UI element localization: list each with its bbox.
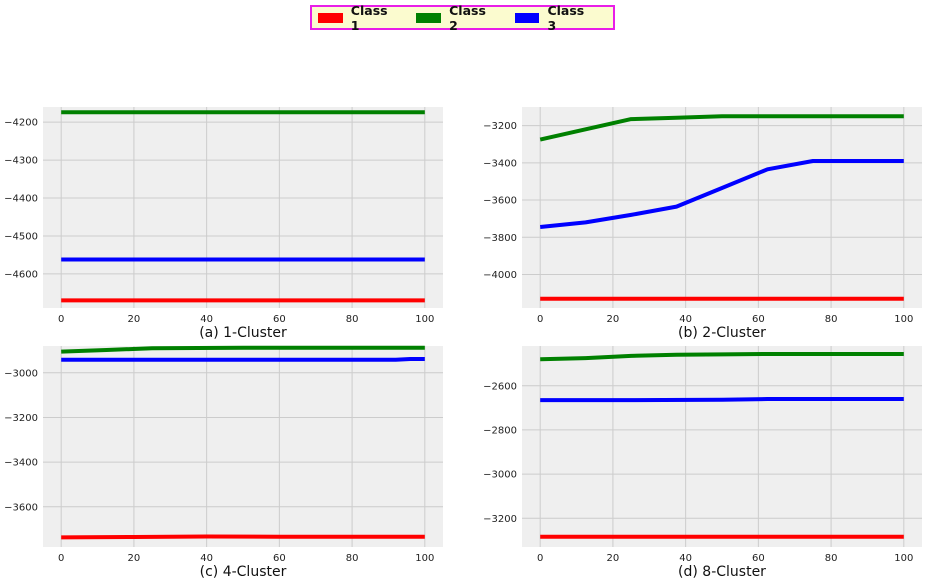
x-tick-label: 0 — [58, 314, 64, 325]
x-tick-label: 60 — [273, 314, 286, 325]
y-tick-label: −3000 — [4, 368, 38, 379]
y-tick-label: −4300 — [4, 156, 38, 167]
x-tick-label: 100 — [415, 553, 434, 564]
x-tick-label: 20 — [607, 553, 620, 564]
legend-item-class-2: Class 2 — [416, 3, 496, 33]
x-tick-label: 60 — [752, 553, 765, 564]
y-tick-label: −3400 — [4, 458, 38, 469]
chart-caption: (c) 4-Cluster — [200, 564, 287, 580]
y-tick-label: −3200 — [483, 514, 517, 525]
x-tick-label: 100 — [894, 553, 913, 564]
chart-caption: (b) 2-Cluster — [678, 325, 766, 341]
x-tick-label: 40 — [200, 553, 213, 564]
x-tick-label: 20 — [128, 553, 141, 564]
y-tick-label: −4400 — [4, 194, 38, 205]
x-tick-label: 60 — [752, 314, 765, 325]
x-tick-label: 20 — [128, 314, 141, 325]
legend-item-class-1: Class 1 — [318, 3, 398, 33]
x-tick-label: 100 — [894, 314, 913, 325]
x-tick-label: 40 — [200, 314, 213, 325]
legend-item-class-3: Class 3 — [514, 2, 595, 33]
x-tick-label: 80 — [346, 553, 359, 564]
y-tick-label: −4000 — [483, 270, 517, 281]
series-line-class-3 — [539, 159, 904, 229]
chart-panel-1: 0 20 40 60 80 100 −4200 −4300 −4400 −4500 −4600 (a)… — [4, 107, 443, 341]
y-tick-label: −4500 — [4, 231, 38, 242]
y-tick-label: −3200 — [483, 121, 517, 132]
y-tick-label: −2800 — [483, 425, 517, 436]
y-tick-label: −3400 — [483, 158, 517, 169]
x-tick-label: 40 — [679, 314, 692, 325]
plot-area — [43, 107, 443, 308]
series-line-class-2 — [61, 345, 425, 354]
legend-label-class-2: Class 2 — [449, 2, 486, 33]
plot-area — [522, 107, 922, 308]
legend-label-class-1: Class 1 — [350, 2, 388, 33]
chart-caption: (d) 8-Cluster — [678, 564, 766, 580]
chart-panel-3: 0 20 40 60 80 100 −3000 −3200 −3400 −3600 (c) 4-Cl… — [4, 345, 443, 580]
series-line-class-2 — [540, 352, 904, 362]
x-tick-label: 0 — [537, 314, 543, 325]
x-tick-label: 80 — [825, 553, 838, 564]
x-tick-label: 60 — [273, 553, 286, 564]
x-tick-label: 20 — [607, 314, 620, 325]
y-tick-label: −3200 — [4, 413, 38, 424]
plot-area — [43, 346, 443, 547]
series-line-class-3 — [540, 397, 904, 403]
y-tick-label: −3600 — [483, 196, 517, 207]
legend-label-class-3: Class 3 — [547, 2, 585, 33]
x-tick-label: 80 — [825, 314, 838, 325]
y-tick-label: −2600 — [483, 381, 517, 392]
chart-panel-2: 0 20 40 60 80 100 −3200 −3400 −3600 −3800 −4000 (b)… — [483, 107, 922, 341]
legend-swatch-class-1 — [318, 12, 343, 23]
y-tick-label: −4200 — [4, 118, 38, 129]
legend-swatch-class-2 — [416, 12, 442, 23]
y-tick-label: −3800 — [483, 233, 517, 244]
x-tick-label: 80 — [346, 314, 359, 325]
x-tick-label: 40 — [679, 553, 692, 564]
x-tick-label: 0 — [58, 553, 64, 564]
y-tick-label: −3600 — [4, 502, 38, 513]
chart-panel-4: 0 20 40 60 80 100 −2600 −2800 −3000 −3200 (d) 8-Cl… — [483, 346, 922, 580]
series-line-class-2 — [539, 114, 904, 142]
x-tick-label: 100 — [415, 314, 434, 325]
series-line-class-3 — [61, 357, 425, 362]
y-tick-label: −4600 — [4, 269, 38, 280]
legend: Class 1 Class 2 Class 3 — [310, 2, 615, 33]
series-line-class-1 — [61, 534, 425, 540]
legend-swatch-class-3 — [514, 12, 540, 23]
chart-caption: (a) 1-Cluster — [199, 325, 287, 341]
plot-area — [522, 346, 922, 547]
x-tick-label: 0 — [537, 553, 543, 564]
y-tick-label: −3000 — [483, 470, 517, 481]
